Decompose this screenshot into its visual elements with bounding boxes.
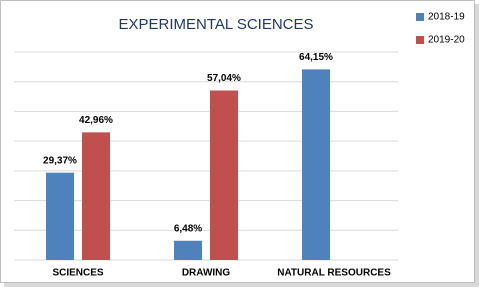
bar — [46, 172, 74, 260]
bar — [302, 69, 330, 260]
legend-label: 2018-19 — [428, 12, 465, 23]
bar — [174, 240, 202, 260]
value-label: 57,04% — [207, 73, 241, 84]
bar — [210, 90, 238, 261]
x-tick-label: NATURAL RESOURCES — [277, 268, 391, 279]
value-label: 42,96% — [79, 115, 113, 126]
value-label: 6,48% — [174, 223, 202, 234]
x-tick-label: DRAWING — [182, 268, 231, 279]
legend-label: 2019-20 — [428, 35, 465, 46]
value-label: 29,37% — [43, 155, 77, 166]
frame-shadow — [4, 283, 479, 287]
legend-swatch — [416, 13, 424, 21]
bar — [82, 132, 110, 260]
x-tick-label: SCIENCES — [52, 268, 103, 279]
frame-shadow — [475, 4, 479, 286]
chart-title: EXPERIMENTAL SCIENCES — [118, 16, 313, 33]
legend-swatch — [416, 36, 424, 44]
value-label: 64,15% — [299, 52, 333, 63]
